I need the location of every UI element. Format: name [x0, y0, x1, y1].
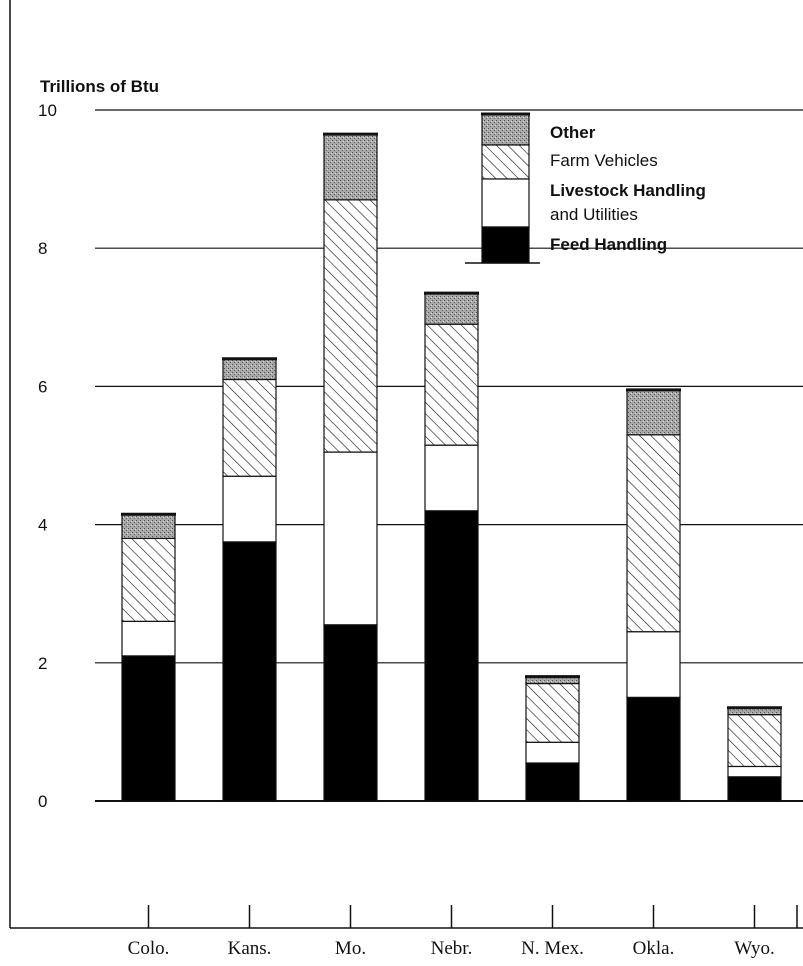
plot-frame	[9, 0, 803, 929]
bar-stack	[222, 357, 277, 802]
bar-segment	[323, 451, 378, 626]
bar-segment	[222, 378, 277, 477]
category-label: Okla.	[633, 938, 675, 959]
bar-segment	[626, 389, 681, 436]
y-tick-label: 0	[38, 792, 47, 811]
y-tick-labels: 0 2 4 6 8 10	[38, 101, 57, 811]
category-label: Kans.	[228, 938, 272, 959]
bar-segment	[626, 434, 681, 633]
bar-segment	[424, 444, 479, 512]
bar-segment	[424, 292, 479, 325]
y-axis-unit-label: Trillions of Btu	[40, 77, 159, 96]
bar-segment	[727, 714, 782, 768]
bar-segment	[626, 631, 681, 698]
bar-segment	[222, 358, 277, 381]
y-tick-label: 2	[38, 654, 47, 673]
category-label: Nebr.	[431, 938, 473, 959]
bar-segment	[121, 513, 176, 540]
y-tick-label: 4	[38, 516, 47, 535]
bar-segment	[121, 537, 176, 622]
bar-segment	[525, 741, 580, 764]
bar-segment	[424, 510, 479, 802]
legend-label: Other	[550, 123, 596, 142]
legend-swatch	[481, 178, 530, 228]
legend-swatch	[481, 226, 530, 264]
bar-stack	[323, 132, 378, 802]
category-label: Mo.	[335, 938, 366, 959]
bar-segment	[525, 762, 580, 802]
bar-segment	[323, 133, 378, 201]
bars	[121, 132, 782, 802]
legend-swatch	[481, 113, 530, 146]
category-labels: Colo. Kans. Mo. Nebr. N. Mex. Okla. Wyo.	[128, 938, 775, 959]
y-tick-label: 6	[38, 377, 47, 396]
bar-segment	[121, 620, 176, 657]
bar-stack	[626, 388, 681, 802]
bar-segment	[222, 475, 277, 543]
bar-segment	[525, 682, 580, 743]
y-tick-label: 8	[38, 239, 47, 258]
bar-segment	[222, 541, 277, 802]
bar-segment	[121, 655, 176, 802]
legend-label: Feed Handling	[550, 235, 667, 254]
bar-segment	[727, 776, 782, 802]
category-label: Wyo.	[734, 938, 775, 959]
category-label: N. Mex.	[521, 938, 584, 959]
bar-segment	[626, 696, 681, 802]
bar-segment	[323, 624, 378, 802]
bar-stack	[525, 675, 580, 802]
bar-stack	[727, 706, 782, 802]
bar-stack	[424, 291, 479, 802]
legend-label: Farm Vehicles	[550, 151, 658, 170]
legend: Other Farm Vehicles Livestock Handling and …	[465, 112, 706, 264]
bar-segment	[727, 765, 782, 778]
category-label: Colo.	[128, 938, 170, 959]
legend-swatch	[481, 144, 530, 180]
bar-segment	[323, 199, 378, 453]
x-tick-marks	[147, 905, 798, 928]
y-tick-label: 10	[38, 101, 57, 120]
bar-segment	[424, 323, 479, 446]
legend-label-line2: and Utilities	[550, 205, 638, 224]
legend-label: Livestock Handling	[550, 181, 706, 200]
bar-stack	[121, 512, 176, 802]
